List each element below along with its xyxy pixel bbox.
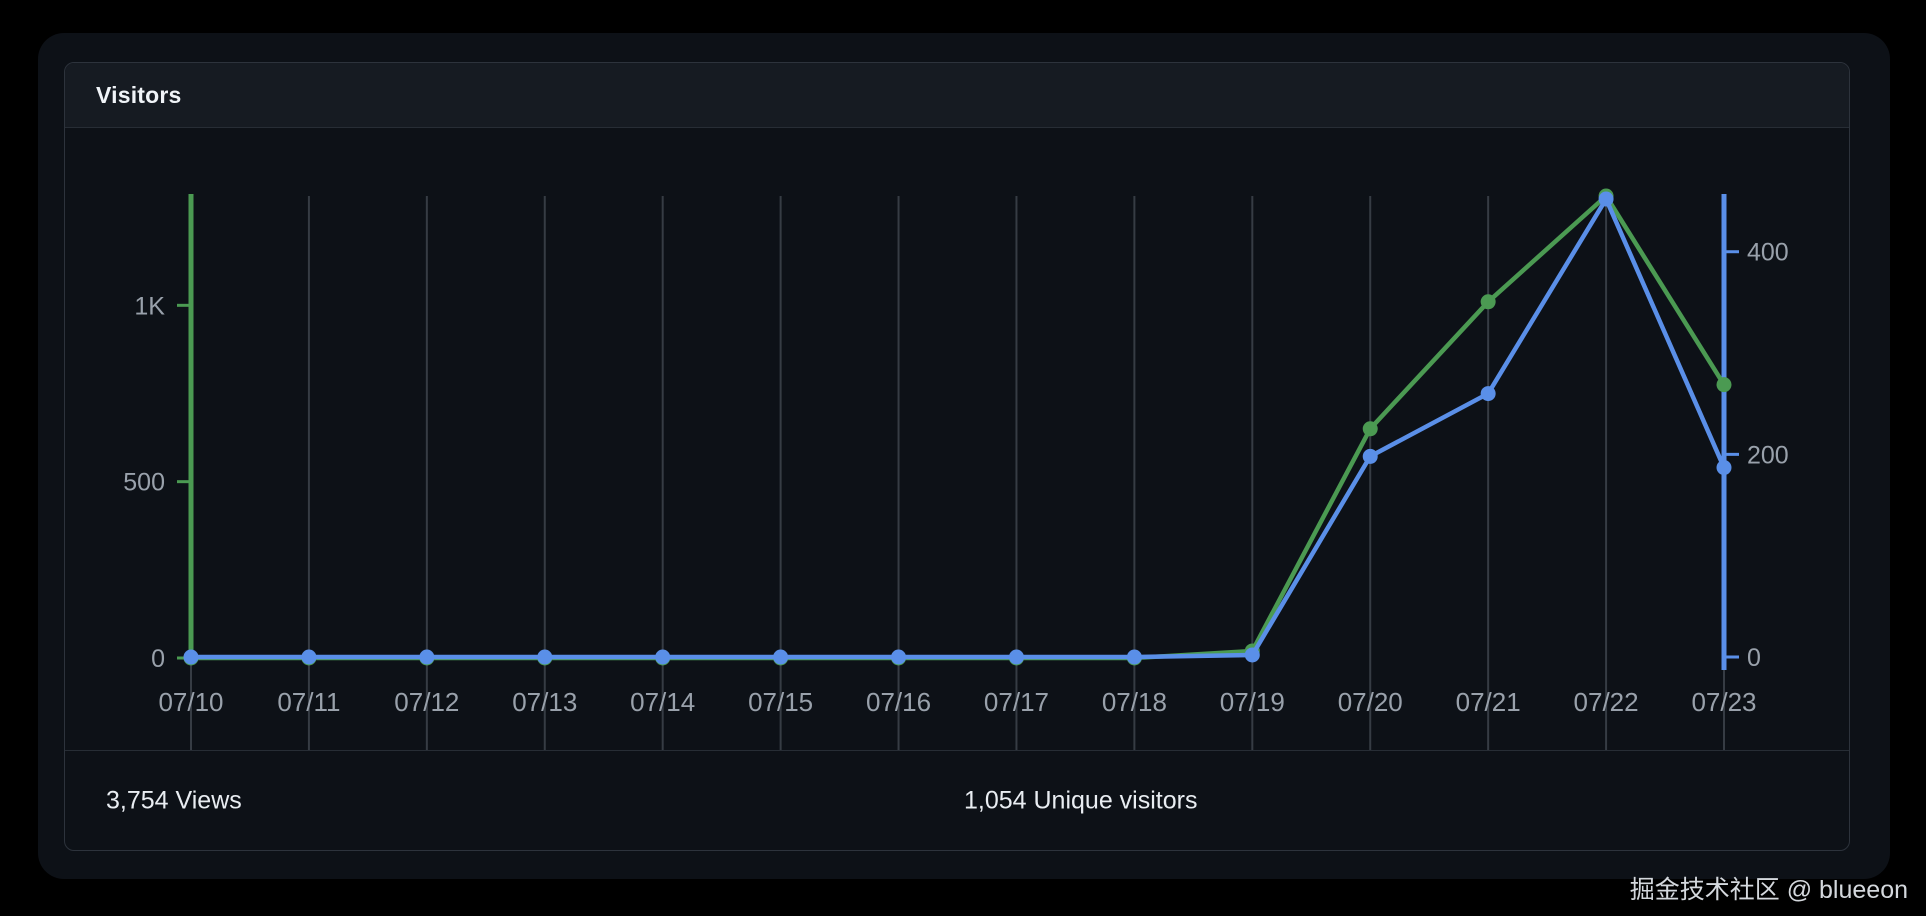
unique-visitors-line bbox=[188, 196, 1727, 660]
visitors-card: Visitors 07/10 07/11 07/12 07/13 07/14 07/15 0… bbox=[64, 62, 1850, 851]
unique-visitors-point[interactable] bbox=[537, 649, 553, 665]
views-point[interactable] bbox=[1480, 294, 1496, 310]
chart-area: 07/10 07/11 07/12 07/13 07/14 07/15 07/16 07/17… bbox=[65, 128, 1849, 750]
unique-visitors-point[interactable] bbox=[1126, 649, 1142, 665]
unique-visitors-point[interactable] bbox=[1716, 460, 1732, 476]
right-axis-tick-label: 200 bbox=[1747, 441, 1789, 469]
card-footer: 3,754 Views 1,054 Unique visitors bbox=[65, 750, 1849, 850]
x-axis-label: 07/12 bbox=[394, 687, 459, 717]
unique-visitors-point[interactable] bbox=[891, 649, 907, 665]
views-point[interactable] bbox=[1716, 377, 1732, 393]
x-axis-label: 07/21 bbox=[1456, 687, 1521, 717]
x-axis-label: 07/18 bbox=[1102, 687, 1167, 717]
unique-visitors-point[interactable] bbox=[301, 649, 317, 665]
unique-visitors-point[interactable] bbox=[183, 649, 199, 665]
left-axis-tick-label: 0 bbox=[151, 645, 165, 673]
left-axis-tick-label: 1K bbox=[134, 292, 165, 320]
analytics-panel: Visitors 07/10 07/11 07/12 07/13 07/14 07/15 0… bbox=[38, 33, 1890, 879]
unique-visitors-point[interactable] bbox=[655, 649, 671, 665]
x-axis-label: 07/16 bbox=[866, 687, 931, 717]
x-axis-label: 07/19 bbox=[1220, 687, 1285, 717]
unique-visitors-point[interactable] bbox=[1008, 649, 1024, 665]
unique-visitors-total: 1,054 Unique visitors bbox=[964, 786, 1198, 814]
watermark: 掘金技术社区 @ blueeon bbox=[1629, 876, 1908, 904]
unique-visitors-point[interactable] bbox=[1480, 386, 1496, 402]
visitors-chart[interactable]: 07/10 07/11 07/12 07/13 07/14 07/15 07/16 07/17… bbox=[65, 128, 1849, 750]
x-axis-label: 07/14 bbox=[630, 687, 695, 717]
x-axis-label: 07/20 bbox=[1338, 687, 1403, 717]
x-axis-label: 07/17 bbox=[984, 687, 1049, 717]
x-axis-label: 07/23 bbox=[1691, 687, 1756, 717]
right-axis-tick-label: 0 bbox=[1747, 644, 1761, 672]
x-axis-label: 07/15 bbox=[748, 687, 813, 717]
unique-visitors-point[interactable] bbox=[1362, 448, 1378, 464]
x-axis-label: 07/10 bbox=[158, 687, 223, 717]
x-axis-label: 07/13 bbox=[512, 687, 577, 717]
unique-visitors-point[interactable] bbox=[419, 649, 435, 665]
x-axis-label: 07/11 bbox=[277, 687, 340, 717]
views-total: 3,754 Views bbox=[106, 786, 242, 814]
views-line bbox=[188, 193, 1727, 661]
left-axis-tick-label: 500 bbox=[123, 469, 165, 497]
views-point[interactable] bbox=[1362, 421, 1378, 437]
unique-visitors-point[interactable] bbox=[1598, 191, 1614, 207]
unique-visitors-point[interactable] bbox=[1244, 647, 1260, 663]
unique-visitors-point[interactable] bbox=[773, 649, 789, 665]
right-axis-tick-label: 400 bbox=[1747, 239, 1789, 267]
x-axis-label: 07/22 bbox=[1574, 687, 1639, 717]
card-header: Visitors bbox=[65, 63, 1849, 128]
page-title: Visitors bbox=[96, 81, 182, 108]
